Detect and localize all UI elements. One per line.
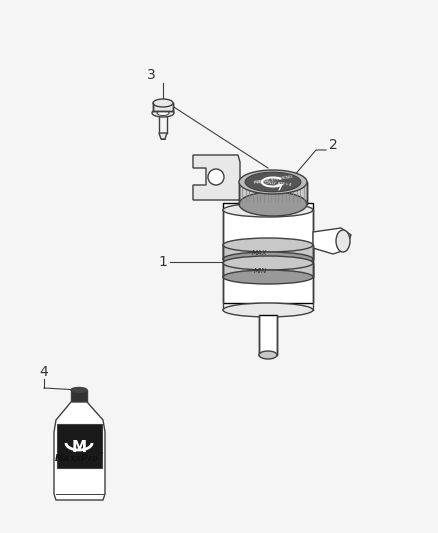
- Ellipse shape: [223, 303, 313, 317]
- Text: POWER STEERING: POWER STEERING: [253, 175, 293, 185]
- Text: USE ONLY ATF+4: USE ONLY ATF+4: [254, 180, 291, 187]
- Text: 2: 2: [328, 138, 337, 152]
- FancyBboxPatch shape: [223, 245, 313, 259]
- Ellipse shape: [152, 109, 174, 117]
- FancyBboxPatch shape: [57, 424, 102, 468]
- Ellipse shape: [239, 170, 307, 194]
- Ellipse shape: [259, 351, 277, 359]
- Circle shape: [208, 169, 224, 185]
- Text: MIN: MIN: [253, 268, 267, 274]
- Polygon shape: [54, 402, 105, 500]
- FancyBboxPatch shape: [71, 390, 87, 402]
- Polygon shape: [313, 228, 351, 254]
- FancyBboxPatch shape: [223, 263, 313, 277]
- Ellipse shape: [223, 203, 313, 217]
- Text: 4: 4: [39, 365, 48, 379]
- Text: 3: 3: [147, 68, 155, 82]
- Ellipse shape: [336, 230, 350, 252]
- Text: MAX: MAX: [252, 250, 268, 256]
- Ellipse shape: [223, 270, 313, 284]
- FancyBboxPatch shape: [259, 315, 277, 355]
- Text: MaxxPro$^{\mathregular{™}}$: MaxxPro$^{\mathregular{™}}$: [53, 452, 105, 464]
- Ellipse shape: [71, 387, 87, 392]
- Polygon shape: [193, 155, 243, 200]
- FancyBboxPatch shape: [223, 203, 313, 303]
- Ellipse shape: [223, 256, 313, 270]
- Ellipse shape: [223, 252, 313, 266]
- Ellipse shape: [157, 110, 169, 116]
- Ellipse shape: [245, 172, 301, 192]
- Ellipse shape: [239, 192, 307, 216]
- FancyBboxPatch shape: [239, 182, 307, 204]
- Text: M: M: [71, 440, 87, 455]
- Ellipse shape: [223, 238, 313, 252]
- FancyBboxPatch shape: [153, 103, 173, 111]
- Ellipse shape: [153, 99, 173, 107]
- Polygon shape: [159, 133, 167, 139]
- Text: 1: 1: [159, 255, 167, 269]
